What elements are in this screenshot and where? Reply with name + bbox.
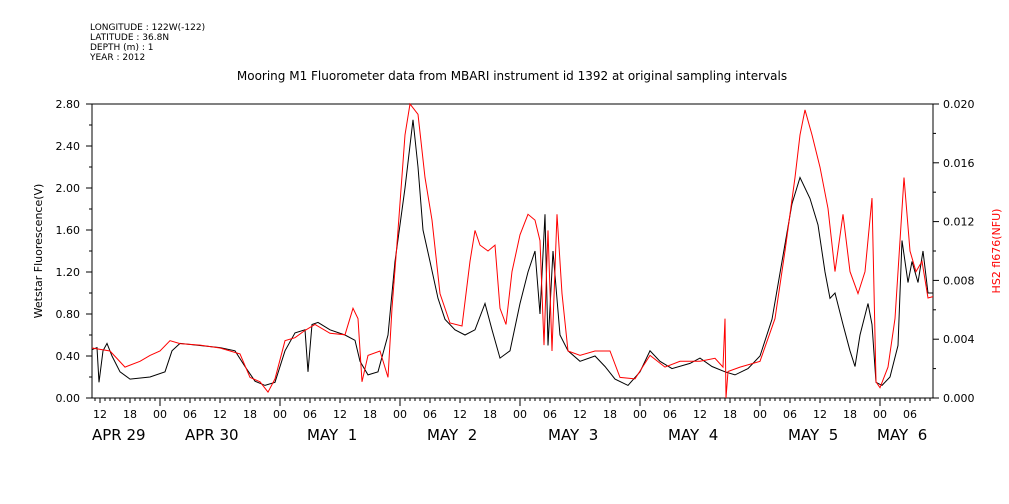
chart-title: Mooring M1 Fluorometer data from MBARI i…: [237, 69, 787, 83]
x-day-label: APR 29: [92, 426, 146, 444]
y-tick-label: 0.40: [56, 350, 81, 363]
y-tick-label: 2.00: [56, 182, 81, 195]
x-tick-label: 06: [423, 408, 437, 421]
y2-tick-label: 0.008: [943, 274, 975, 287]
x-tick-label: 12: [213, 408, 227, 421]
y2-axis-label: HS2 fl676(NFU): [990, 209, 1003, 294]
y2-tick-label: 0.016: [943, 157, 975, 170]
x-tick-label: 18: [483, 408, 497, 421]
x-tick-label: 00: [393, 408, 407, 421]
latitude-label: LATITUDE : 36.8N: [90, 33, 169, 43]
y-tick-label: 0.80: [56, 308, 81, 321]
x-day-label: MAY 6: [877, 426, 927, 444]
x-day-label: MAY 1: [307, 426, 357, 444]
x-tick-label: 06: [663, 408, 677, 421]
longitude-label: LONGITUDE : 122W(-122): [90, 23, 205, 33]
x-day-label: MAY 4: [668, 426, 718, 444]
x-day-label: MAY 5: [788, 426, 838, 444]
x-tick-label: 18: [603, 408, 617, 421]
y2-tick-label: 0.012: [943, 216, 975, 229]
x-day-label: APR 30: [185, 426, 239, 444]
series-lines: [91, 102, 934, 399]
x-tick-label: 18: [843, 408, 857, 421]
x-tick-label: 06: [303, 408, 317, 421]
x-tick-label: 00: [153, 408, 167, 421]
plot-frame: [91, 103, 934, 399]
x-tick-label: 00: [753, 408, 767, 421]
x-tick-label: 00: [513, 408, 527, 421]
y-tick-label: 2.40: [56, 140, 81, 153]
year-label: YEAR : 2012: [89, 53, 145, 63]
depth-label: DEPTH (m) : 1: [90, 43, 153, 53]
y2-tick-label: 0.000: [943, 392, 975, 405]
x-tick-label: 12: [453, 408, 467, 421]
y-tick-label: 1.20: [56, 266, 81, 279]
x-tick-label: 06: [783, 408, 797, 421]
x-day-label: MAY 2: [427, 426, 477, 444]
x-tick-label: 12: [573, 408, 587, 421]
x-tick-label: 12: [693, 408, 707, 421]
x-tick-label: 18: [243, 408, 257, 421]
y2-tick-label: 0.020: [943, 98, 975, 111]
y2-tick-label: 0.004: [943, 333, 975, 346]
x-tick-label: 18: [723, 408, 737, 421]
x-tick-label: 00: [633, 408, 647, 421]
y-tick-label: 0.00: [56, 392, 81, 405]
x-tick-label: 18: [363, 408, 377, 421]
axes: 0.00 0.40 0.80 1.20 1.60 2.00 2.40 2.80 0.000 0.0…: [56, 98, 975, 444]
x-tick-label: 12: [93, 408, 107, 421]
x-day-label: MAY 3: [548, 426, 598, 444]
x-tick-label: 12: [333, 408, 347, 421]
y-tick-label: 1.60: [56, 224, 81, 237]
x-tick-label: 00: [873, 408, 887, 421]
x-tick-label: 00: [273, 408, 287, 421]
x-tick-label: 06: [543, 408, 557, 421]
x-tick-label: 12: [813, 408, 827, 421]
x-tick-label: 06: [183, 408, 197, 421]
y-axis-label: Wetstar Fluorescence(V): [32, 184, 45, 319]
y-tick-label: 2.80: [56, 98, 81, 111]
hs2-series-line: [91, 102, 934, 399]
wetstar-series-line: [91, 119, 933, 387]
x-tick-label: 06: [903, 408, 917, 421]
x-tick-label: 18: [123, 408, 137, 421]
